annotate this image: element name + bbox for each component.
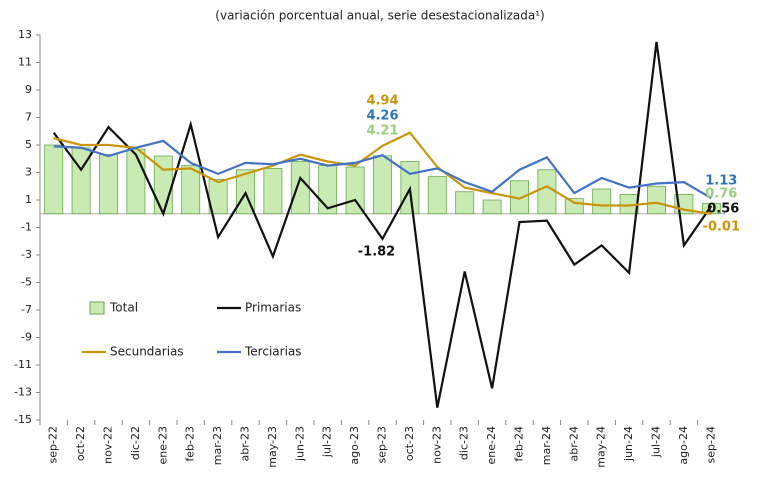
bar <box>647 185 666 215</box>
x-tick-label: ago-24 <box>677 426 690 465</box>
y-tick-label: 3 <box>25 166 32 179</box>
x-tick-label: oct-23 <box>403 426 416 461</box>
bar <box>427 176 447 215</box>
y-tick-label: 11 <box>18 56 32 69</box>
legend-swatch <box>89 301 105 315</box>
y-tick-label: -9 <box>21 331 32 344</box>
bar <box>263 167 283 215</box>
x-tick-label: jul-24 <box>650 426 663 458</box>
bar <box>455 191 475 215</box>
y-tick-label: -3 <box>21 248 32 261</box>
x-tick-label: mar-23 <box>211 426 224 465</box>
data-label: 0.76 <box>705 187 737 202</box>
line <box>53 139 712 200</box>
bar <box>592 188 612 215</box>
x-tick-label: sep-24 <box>704 426 717 463</box>
y-tick-label: -13 <box>14 386 32 399</box>
legend-label: Secundarias <box>110 345 184 359</box>
data-label: 4.94 <box>366 94 398 109</box>
bar <box>345 166 365 215</box>
x-tick-label: feb-23 <box>184 426 197 462</box>
y-tick-label: -7 <box>21 303 32 316</box>
x-tick-label: mar-24 <box>540 426 553 465</box>
y-tick-label: -5 <box>21 276 32 289</box>
y-tick-label: 13 <box>18 28 32 41</box>
x-tick-label: dic-22 <box>129 426 142 460</box>
bar <box>290 161 310 215</box>
chart-title: (variación porcentual anual, serie deses… <box>215 9 544 23</box>
x-tick-label: nov-22 <box>102 426 115 464</box>
bar <box>373 155 392 215</box>
data-label: 0.56 <box>707 202 739 217</box>
bar <box>71 147 91 215</box>
x-tick-label: nov-23 <box>430 426 443 464</box>
x-tick-label: sep-22 <box>47 426 60 463</box>
x-tick-label: ene-23 <box>156 426 169 464</box>
bar <box>99 154 118 215</box>
x-tick-label: feb-24 <box>513 426 526 462</box>
x-tick-label: jul-23 <box>321 426 334 458</box>
y-tick-label: -1 <box>21 221 32 234</box>
y-tick-label: 7 <box>25 111 32 124</box>
bar <box>181 165 201 215</box>
legend-label: Total <box>109 301 138 315</box>
legend-label: Primarias <box>245 301 301 315</box>
data-label: -1.82 <box>358 245 395 260</box>
x-tick-label: may-24 <box>595 426 608 468</box>
data-label: 4.26 <box>366 109 398 124</box>
data-label: 1.13 <box>705 174 737 189</box>
x-tick-label: may-23 <box>266 426 279 468</box>
data-label: -0.01 <box>703 220 740 235</box>
legend-label: Terciarias <box>244 345 302 359</box>
bar <box>44 144 64 215</box>
x-tick-label: dic-23 <box>458 426 471 460</box>
x-tick-label: ene-24 <box>485 426 498 464</box>
y-tick-label: 9 <box>25 83 32 96</box>
x-tick-label: oct-22 <box>74 426 87 461</box>
y-tick-label: 1 <box>25 193 32 206</box>
x-tick-label: jun-24 <box>622 426 635 462</box>
y-tick-label: 5 <box>25 138 32 151</box>
y-tick-label: -15 <box>14 413 32 426</box>
bar <box>564 198 584 215</box>
y-tick-label: -11 <box>14 358 32 371</box>
x-tick-label: jun-23 <box>293 426 306 462</box>
line <box>53 131 712 215</box>
line <box>52 41 713 408</box>
bar <box>537 169 557 215</box>
x-tick-label: abr-23 <box>239 426 252 462</box>
bar <box>482 199 502 215</box>
data-label: 4.21 <box>366 124 398 139</box>
x-tick-label: ago-23 <box>348 426 361 465</box>
x-tick-label: sep-23 <box>376 426 389 463</box>
bar <box>126 148 146 215</box>
x-tick-label: abr-24 <box>567 426 580 462</box>
